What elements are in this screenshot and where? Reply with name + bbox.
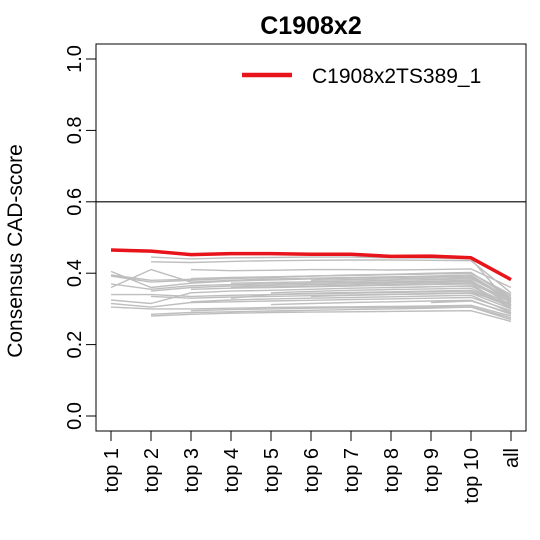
plot-frame — [95, 43, 527, 432]
x-tick-label-1: top 2 — [141, 448, 163, 492]
background-series-line-24 — [270, 287, 512, 308]
background-series-line-9 — [110, 296, 512, 312]
background-series-line-3 — [110, 279, 512, 306]
y-tick-label-5: 1.0 — [64, 45, 86, 73]
background-series-line-18 — [190, 294, 512, 314]
chart-title: C1908x2 — [260, 12, 361, 40]
background-series-line-26 — [310, 276, 512, 299]
x-tick-label-8: top 9 — [421, 448, 443, 492]
y-axis: 0.0 0.2 0.4 0.6 0.8 1.0 — [64, 45, 97, 430]
background-series-line-23 — [230, 282, 512, 304]
background-series-line-21 — [230, 289, 512, 306]
x-tick-label-9: top 10 — [461, 448, 483, 504]
background-series-line-6 — [110, 304, 512, 317]
x-tick-label-10: all — [501, 448, 523, 468]
y-tick-label-3: 0.6 — [64, 188, 86, 216]
background-series-line-4 — [110, 268, 512, 301]
background-series-line-22 — [230, 278, 512, 300]
background-series-line-11 — [150, 259, 512, 294]
background-series-line-15 — [150, 310, 512, 323]
x-tick-label-5: top 6 — [301, 448, 323, 492]
x-tick-label-4: top 5 — [261, 448, 283, 492]
legend-label-highlight: C1908x2TS389_1 — [312, 65, 481, 88]
highlight-series-group — [110, 248, 512, 282]
y-tick-label-4: 0.8 — [64, 116, 86, 144]
highlight-series-line — [110, 248, 512, 282]
y-axis-title: Consensus CAD-score — [4, 144, 27, 358]
background-series-line-29 — [390, 285, 512, 306]
background-series-line-19 — [190, 272, 512, 298]
y-tick-label-2: 0.4 — [64, 259, 86, 287]
x-tick-label-0: top 1 — [101, 448, 123, 492]
y-tick-label-0: 0.0 — [64, 402, 86, 430]
x-tick-label-2: top 3 — [181, 448, 203, 492]
legend: C1908x2TS389_1 — [242, 65, 481, 88]
background-series-line-27 — [310, 292, 512, 310]
x-tick-label-7: top 8 — [381, 448, 403, 492]
background-series-line-25 — [270, 299, 512, 315]
background-series-line-30 — [430, 300, 512, 314]
background-series-group — [110, 256, 512, 323]
background-series-line-20 — [190, 306, 512, 319]
x-tick-label-6: top 7 — [341, 448, 363, 492]
x-tick-label-3: top 4 — [221, 448, 243, 492]
background-series-line-16 — [190, 268, 512, 289]
y-tick-label-1: 0.2 — [64, 331, 86, 359]
x-axis: top 1 top 2 top 3 top 4 top 5 top 6 top 7 top 8… — [101, 430, 523, 504]
background-series-line-28 — [350, 280, 512, 302]
